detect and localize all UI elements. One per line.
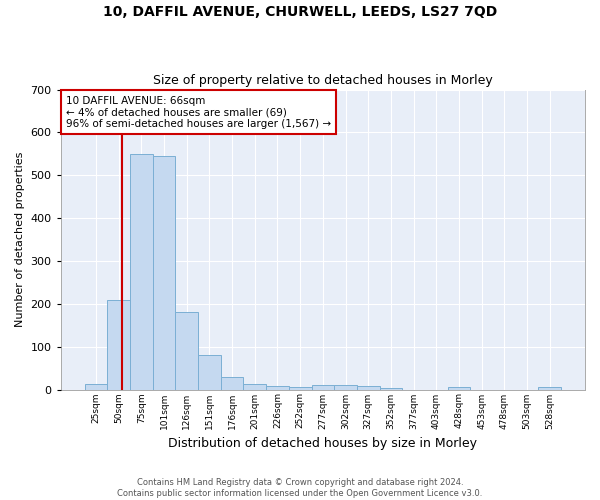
Bar xyxy=(538,386,561,390)
Bar xyxy=(152,156,175,390)
Title: Size of property relative to detached houses in Morley: Size of property relative to detached ho… xyxy=(153,74,493,87)
Bar xyxy=(107,300,130,390)
Bar xyxy=(448,388,470,390)
Bar xyxy=(130,154,152,390)
Y-axis label: Number of detached properties: Number of detached properties xyxy=(15,152,25,327)
Bar xyxy=(85,384,107,390)
Bar xyxy=(289,388,311,390)
Bar xyxy=(357,386,380,390)
Text: Contains HM Land Registry data © Crown copyright and database right 2024.
Contai: Contains HM Land Registry data © Crown c… xyxy=(118,478,482,498)
Bar xyxy=(198,355,221,390)
Text: 10, DAFFIL AVENUE, CHURWELL, LEEDS, LS27 7QD: 10, DAFFIL AVENUE, CHURWELL, LEEDS, LS27… xyxy=(103,5,497,19)
Bar xyxy=(175,312,198,390)
Bar xyxy=(311,385,334,390)
Bar xyxy=(334,385,357,390)
X-axis label: Distribution of detached houses by size in Morley: Distribution of detached houses by size … xyxy=(169,437,478,450)
Bar xyxy=(380,388,402,390)
Bar xyxy=(221,376,244,390)
Text: 10 DAFFIL AVENUE: 66sqm
← 4% of detached houses are smaller (69)
96% of semi-det: 10 DAFFIL AVENUE: 66sqm ← 4% of detached… xyxy=(66,96,331,129)
Bar xyxy=(244,384,266,390)
Bar xyxy=(266,386,289,390)
